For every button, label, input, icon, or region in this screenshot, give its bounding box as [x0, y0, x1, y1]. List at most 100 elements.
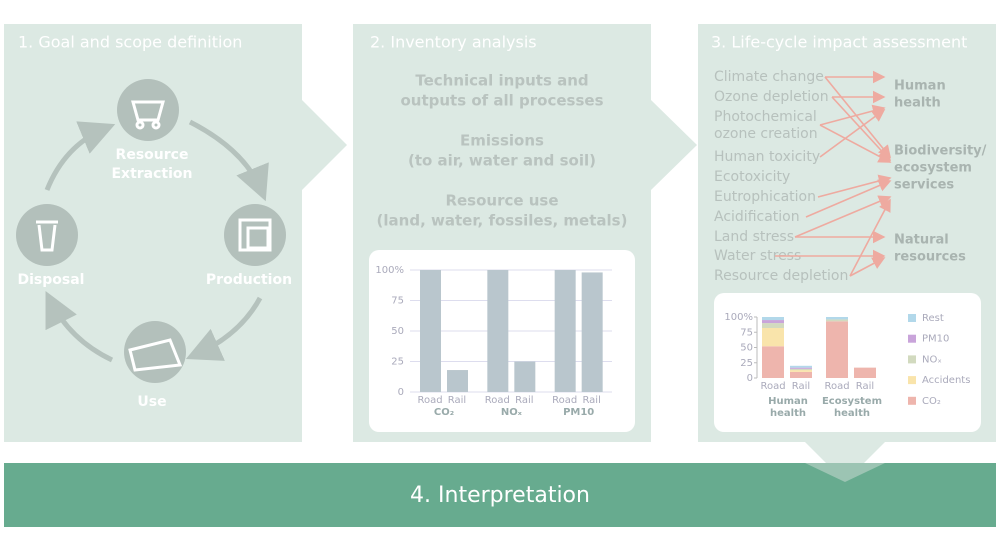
y-tick-label: 0 — [747, 373, 753, 384]
legend-label: NOₓ — [922, 354, 942, 365]
x-tick-label: Road — [824, 381, 849, 392]
x-tick-label: Road — [417, 395, 442, 406]
panel-title: 2. Inventory analysis — [370, 33, 537, 52]
impact-item-line: Photochemical — [714, 109, 817, 125]
inventory-item: Emissions — [460, 132, 544, 150]
y-tick-label: 100% — [724, 312, 753, 323]
y-tick-label: 75 — [740, 327, 753, 338]
endpoint: ecosystem — [894, 161, 972, 176]
group-label: health — [834, 408, 870, 419]
endpoint: health — [894, 96, 941, 111]
impact-item: Water stress — [714, 248, 801, 264]
bar — [487, 270, 509, 392]
panel-title: 1. Goal and scope definition — [18, 33, 242, 52]
inventory-item: (land, water, fossiles, metals) — [377, 212, 628, 230]
endpoint: Human — [894, 79, 946, 94]
bar-segment — [854, 367, 876, 378]
bar — [581, 272, 603, 392]
impact-arrow — [824, 76, 892, 159]
x-tick-label: Rail — [448, 395, 466, 406]
legend-label: Accidents — [922, 375, 970, 386]
x-tick-label: Rail — [856, 381, 874, 392]
endpoint: Biodiversity/ — [894, 144, 987, 159]
bar-segment — [762, 320, 784, 324]
panel-title: 3. Life-cycle impact assessment — [711, 33, 967, 52]
bar — [554, 270, 576, 392]
inventory-item: (to air, water and soil) — [408, 152, 596, 170]
legend-swatch — [908, 314, 916, 322]
impact-arrow — [849, 198, 891, 277]
endpoint: resources — [894, 250, 966, 265]
inventory-item: outputs of all processes — [400, 92, 603, 110]
impact-item: Ecotoxicity — [714, 169, 790, 185]
group-label: health — [770, 408, 806, 419]
interpretation-label: 4. Interpretation — [410, 483, 590, 508]
legend-swatch — [908, 376, 916, 385]
legend-label: Rest — [922, 313, 944, 324]
impact-item: Eutrophication — [714, 189, 816, 205]
bar-segment — [790, 371, 812, 378]
cycle-label: Resource Extraction — [111, 147, 192, 182]
impact-arrow — [849, 257, 886, 277]
arrow-tip — [805, 463, 885, 482]
legend-swatch — [908, 334, 916, 343]
y-tick-label: 100% — [375, 265, 404, 276]
endpoint: services — [894, 178, 954, 193]
bar-segment — [762, 323, 784, 328]
y-tick-label: 25 — [740, 358, 753, 369]
legend-swatch — [908, 355, 916, 364]
impact-arrow — [819, 109, 886, 158]
x-tick-label: Rail — [515, 395, 533, 406]
endpoint: Natural — [894, 233, 949, 248]
cycle-label: Use — [137, 394, 166, 410]
impact-item: Ozone depletion — [714, 89, 829, 105]
bar — [447, 370, 468, 392]
bar-segment — [762, 327, 784, 347]
y-tick-label: 50 — [391, 326, 404, 337]
bar — [420, 270, 441, 392]
bar-segment — [826, 317, 848, 320]
legend-label: CO₂ — [922, 396, 941, 407]
y-tick-label: 75 — [391, 296, 404, 307]
y-tick-label: 50 — [740, 343, 753, 354]
impact-arrow — [805, 179, 892, 218]
legend-swatch — [908, 396, 916, 405]
x-tick-label: Road — [552, 395, 577, 406]
bar-segment — [790, 365, 812, 368]
inventory-item: Resource use — [445, 192, 558, 210]
impact-item-line: ozone creation — [714, 126, 818, 142]
x-tick-label: Rail — [792, 381, 810, 392]
impact-arrow — [794, 195, 892, 238]
bar-segment — [762, 317, 784, 321]
legend-label: PM10 — [922, 334, 949, 345]
y-tick-label: 25 — [391, 357, 404, 368]
impact-item: Resource depletion — [714, 268, 848, 284]
bar-segment — [790, 370, 812, 372]
bar-segment — [826, 319, 848, 322]
x-tick-label: Road — [485, 395, 510, 406]
bar-segment — [790, 368, 812, 371]
icon-glyphs — [36, 100, 272, 372]
group-label: PM10 — [563, 407, 594, 418]
group-label: NOₓ — [501, 407, 523, 418]
inventory-item: Technical inputs and — [415, 72, 588, 90]
impact-item: Acidification — [714, 209, 800, 225]
impact-item: Climate change — [714, 69, 824, 85]
bar — [514, 361, 536, 392]
y-tick-label: 0 — [398, 387, 404, 398]
bar-segment — [762, 346, 784, 378]
group-label: CO₂ — [434, 407, 454, 418]
group-label: Ecosystem — [822, 396, 882, 407]
bar-segment — [790, 367, 812, 369]
cycle-label: Disposal — [18, 272, 85, 288]
x-tick-label: Road — [760, 381, 785, 392]
cycle-arrows — [44, 119, 269, 363]
impact-arrow — [831, 96, 892, 162]
impact-item: Land stress — [714, 229, 794, 245]
impact-item: Photochemical ozone creation — [714, 109, 818, 142]
cycle-label: Production — [206, 272, 292, 288]
impact-arrow — [819, 124, 892, 163]
group-label: Human — [768, 396, 808, 407]
impact-item: Human toxicity — [714, 149, 820, 165]
